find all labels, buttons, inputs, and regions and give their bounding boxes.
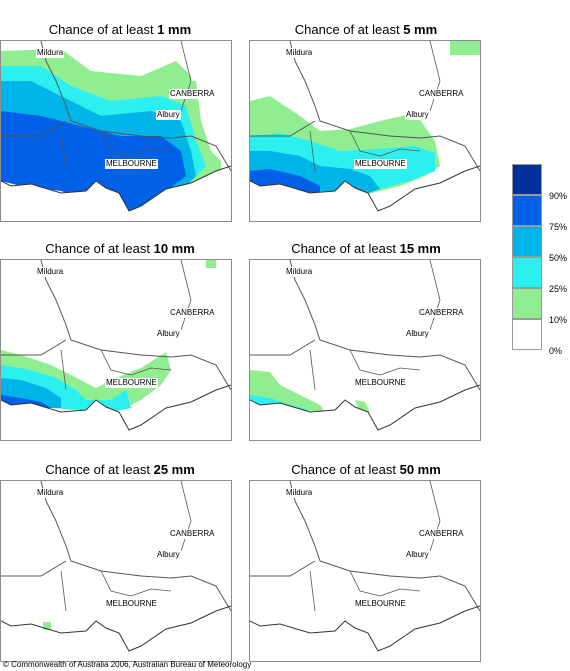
label-melbourne: MELBOURNE — [105, 599, 158, 609]
panel-title: Chance of at least 10 mm — [45, 241, 195, 256]
rain-map[interactable]: Mildura CANBERRA Albury MELBOURNE — [0, 259, 232, 441]
label-canberra: CANBERRA — [418, 529, 465, 539]
rain-map[interactable]: Mildura CANBERRA Albury MELBOURNE — [0, 40, 232, 222]
sea — [250, 385, 480, 440]
rain-area-10-north — [206, 260, 216, 268]
rain-map[interactable]: Mildura CANBERRA Albury MELBOURNE — [0, 480, 232, 662]
label-canberra: CANBERRA — [169, 308, 216, 318]
rain-area-10 — [43, 622, 51, 630]
panel-title: Chance of at least 50 mm — [291, 462, 441, 477]
map-svg — [250, 260, 480, 440]
map-svg — [250, 481, 480, 652]
label-canberra: CANBERRA — [169, 89, 216, 99]
label-melbourne: MELBOURNE — [105, 378, 158, 388]
label-albury: Albury — [156, 550, 181, 560]
map-svg — [1, 481, 231, 652]
copyright: © Commonwealth of Australia 2006, Austra… — [3, 660, 252, 669]
label-canberra: CANBERRA — [418, 308, 465, 318]
label-albury: Albury — [405, 110, 430, 120]
legend-tick: 90% — [549, 191, 568, 201]
label-albury: Albury — [405, 550, 430, 560]
label-melbourne: MELBOURNE — [354, 599, 407, 609]
label-canberra: CANBERRA — [418, 89, 465, 99]
legend-tick: 10% — [549, 315, 568, 325]
panel-title: Chance of at least 5 mm — [294, 22, 438, 37]
panel-title: Chance of at least 15 mm — [291, 241, 441, 256]
rain-area-10-north — [450, 41, 480, 55]
north-white — [191, 41, 231, 81]
label-albury: Albury — [405, 329, 430, 339]
label-mildura: Mildura — [285, 267, 314, 277]
legend-tick: 25% — [549, 284, 568, 294]
legend-swatch — [512, 164, 542, 195]
legend-swatch — [512, 195, 542, 226]
rain-area-75 — [1, 111, 186, 213]
label-melbourne: MELBOURNE — [105, 159, 158, 169]
label-mildura: Mildura — [36, 488, 65, 498]
legend-swatch — [512, 226, 542, 257]
rain-map[interactable]: Mildura CANBERRA Albury MELBOURNE — [249, 40, 481, 222]
label-melbourne: MELBOURNE — [354, 378, 407, 388]
label-albury: Albury — [156, 329, 181, 339]
map-svg — [250, 41, 480, 221]
sea — [250, 166, 480, 221]
legend-tick: 0% — [549, 346, 563, 356]
sea — [1, 385, 231, 440]
legend-tick: 75% — [549, 222, 568, 232]
label-mildura: Mildura — [36, 48, 65, 58]
panel-title: Chance of at least 25 mm — [45, 462, 195, 477]
label-melbourne: MELBOURNE — [354, 159, 407, 169]
legend-swatch — [512, 319, 542, 350]
label-mildura: Mildura — [285, 488, 314, 498]
panel-title: Chance of at least 1 mm — [48, 22, 192, 37]
legend-swatch — [512, 257, 542, 288]
label-mildura: Mildura — [36, 267, 65, 277]
sea — [1, 166, 231, 221]
label-albury: Albury — [156, 110, 181, 120]
rain-map[interactable]: Mildura CANBERRA Albury MELBOURNE — [249, 480, 481, 662]
label-mildura: Mildura — [285, 48, 314, 58]
legend-tick: 50% — [549, 253, 568, 263]
map-svg — [1, 41, 231, 221]
legend-swatch — [512, 288, 542, 319]
map-svg — [1, 260, 231, 440]
label-canberra: CANBERRA — [169, 529, 216, 539]
rain-map[interactable]: Mildura CANBERRA Albury MELBOURNE — [249, 259, 481, 441]
